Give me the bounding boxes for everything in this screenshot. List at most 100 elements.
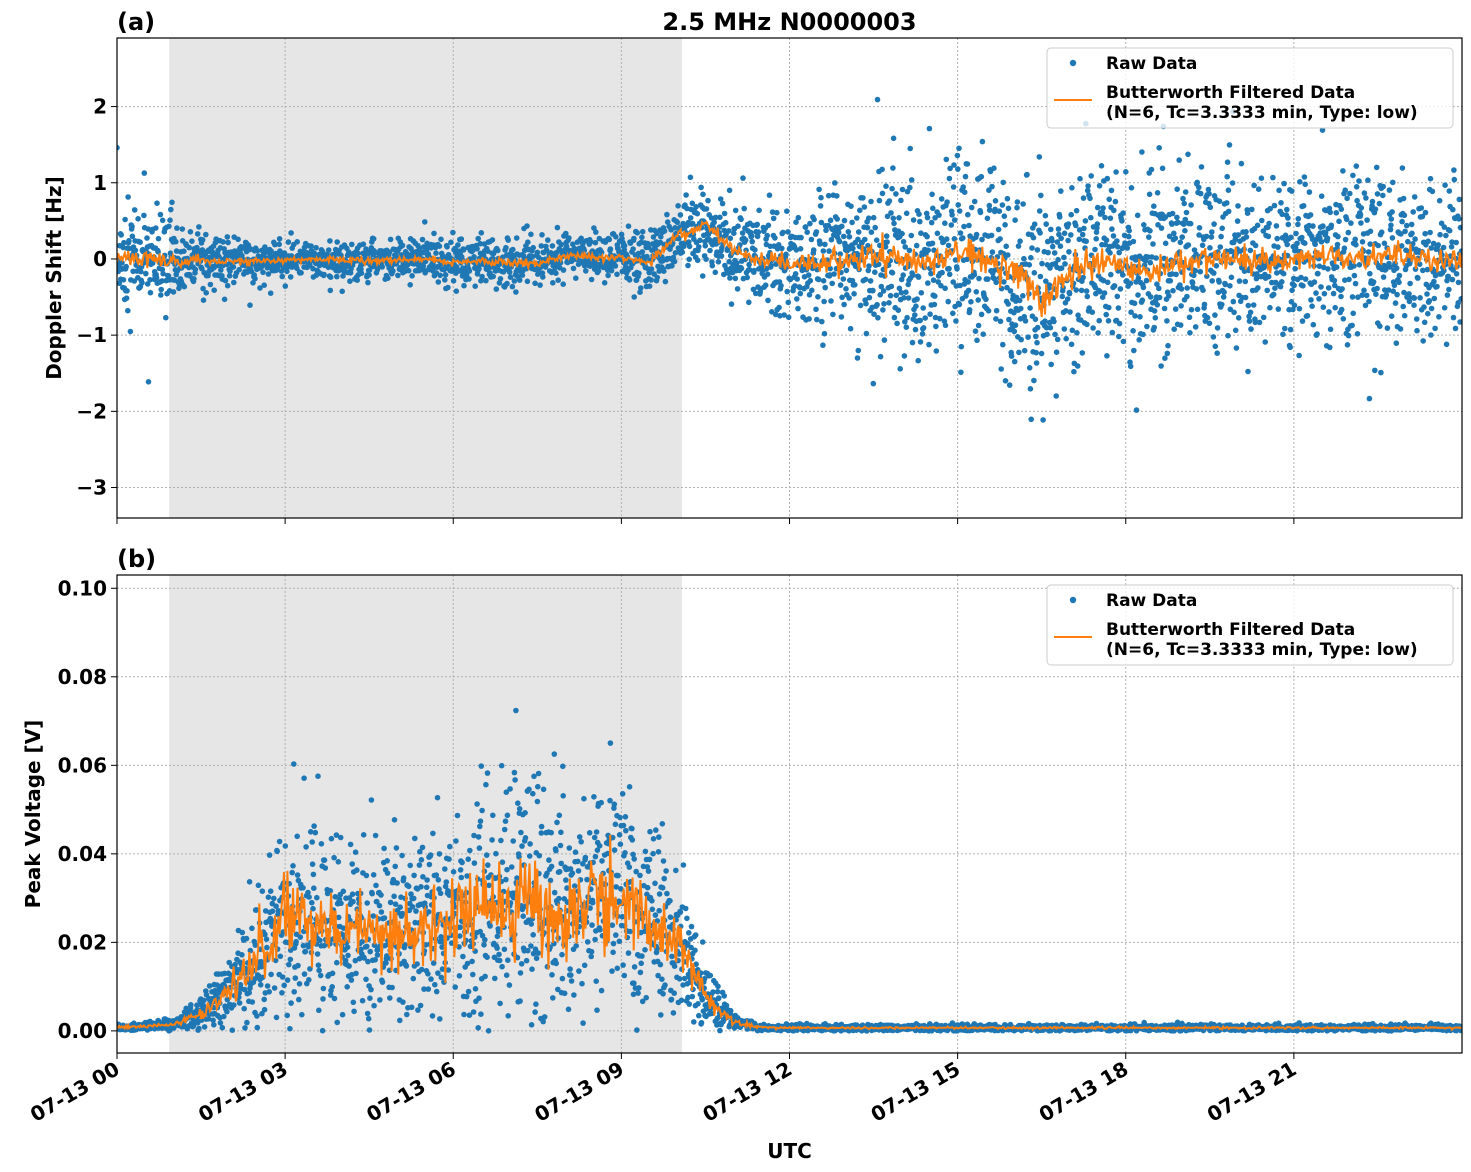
raw-data-point <box>1396 272 1403 279</box>
raw-data-point <box>1087 195 1093 202</box>
raw-data-point <box>1162 240 1169 247</box>
raw-data-point <box>454 812 461 819</box>
raw-data-point <box>366 1027 373 1033</box>
raw-data-point <box>906 247 913 254</box>
raw-data-point <box>818 194 824 201</box>
raw-data-point <box>412 835 418 842</box>
raw-data-point <box>1380 274 1387 280</box>
raw-data-point <box>1451 167 1457 173</box>
raw-data-point <box>450 278 457 284</box>
raw-data-point <box>187 229 194 235</box>
raw-data-point <box>1409 230 1415 237</box>
raw-data-point <box>749 233 755 239</box>
raw-data-point <box>1417 295 1423 301</box>
raw-data-point <box>1026 365 1033 371</box>
raw-data-point <box>835 229 842 236</box>
raw-data-point <box>1192 324 1199 330</box>
raw-data-point <box>1327 326 1334 333</box>
raw-data-point <box>1103 237 1110 243</box>
raw-data-point <box>1367 270 1373 277</box>
raw-data-point <box>1273 223 1280 229</box>
raw-data-point <box>1159 165 1166 172</box>
raw-data-point <box>560 281 566 288</box>
raw-data-point <box>1299 318 1306 324</box>
raw-data-point <box>611 847 618 853</box>
raw-data-point <box>1057 243 1064 249</box>
raw-data-point <box>694 210 701 217</box>
raw-data-point <box>566 845 573 851</box>
raw-data-point <box>496 951 502 958</box>
raw-data-point <box>578 839 584 845</box>
raw-data-point <box>1348 220 1354 226</box>
raw-data-point <box>766 192 773 198</box>
raw-data-point <box>254 1013 260 1019</box>
raw-data-point <box>477 818 484 824</box>
raw-data-point <box>594 1007 600 1013</box>
raw-data-point <box>274 848 281 855</box>
raw-data-point <box>1182 189 1189 195</box>
raw-data-point <box>984 215 991 222</box>
raw-data-point <box>1443 232 1449 239</box>
raw-data-point <box>931 301 938 308</box>
raw-data-point <box>746 299 752 306</box>
raw-data-point <box>888 283 895 290</box>
raw-data-point <box>1153 255 1159 261</box>
raw-data-point <box>915 357 921 364</box>
raw-data-point <box>360 832 367 838</box>
raw-data-point <box>1028 416 1034 423</box>
raw-data-point <box>359 997 366 1004</box>
raw-data-point <box>511 769 518 776</box>
raw-data-point <box>810 247 817 253</box>
raw-data-point <box>986 207 993 213</box>
raw-data-point <box>1428 305 1435 312</box>
raw-data-point <box>354 277 361 284</box>
raw-data-point <box>117 144 120 151</box>
raw-data-point <box>207 281 214 288</box>
raw-data-point <box>1288 234 1294 241</box>
raw-data-point <box>166 223 172 230</box>
raw-data-point <box>898 197 904 204</box>
raw-data-point <box>1390 179 1396 186</box>
raw-data-point <box>519 843 525 849</box>
raw-data-point <box>502 818 509 824</box>
raw-data-point <box>687 215 694 221</box>
raw-data-point <box>409 904 416 910</box>
raw-data-point <box>756 207 762 214</box>
raw-data-point <box>399 910 406 917</box>
raw-data-point <box>261 282 268 289</box>
raw-data-point <box>934 230 941 237</box>
raw-data-point <box>526 786 532 793</box>
raw-data-point <box>922 315 928 321</box>
raw-data-point <box>257 982 264 988</box>
raw-data-point <box>674 219 681 226</box>
raw-data-point <box>1139 149 1145 155</box>
raw-data-point <box>1083 238 1089 245</box>
raw-data-point <box>1011 358 1018 365</box>
raw-data-point <box>978 173 985 180</box>
raw-data-point <box>438 974 445 981</box>
raw-data-point <box>1291 302 1298 309</box>
raw-data-point <box>1117 286 1124 292</box>
raw-data-point <box>306 977 312 983</box>
raw-data-point <box>1137 314 1143 320</box>
raw-data-point <box>534 798 541 805</box>
raw-data-point <box>1181 200 1187 207</box>
raw-data-point <box>453 288 460 295</box>
raw-data-point <box>957 230 964 236</box>
raw-data-point <box>619 791 626 797</box>
raw-data-point <box>1314 331 1320 337</box>
raw-data-point <box>976 275 982 282</box>
raw-data-point <box>1004 195 1011 202</box>
raw-data-point <box>814 316 820 323</box>
raw-data-point <box>231 1002 237 1008</box>
raw-data-point <box>317 972 324 979</box>
raw-data-point <box>325 247 332 253</box>
raw-data-point <box>1296 352 1302 359</box>
raw-data-point <box>1412 236 1418 242</box>
raw-data-point <box>629 825 635 832</box>
raw-data-point <box>613 234 619 240</box>
raw-data-point <box>1088 173 1094 179</box>
raw-data-point <box>417 1002 424 1009</box>
raw-data-point <box>503 244 509 251</box>
raw-data-point <box>1001 279 1007 285</box>
